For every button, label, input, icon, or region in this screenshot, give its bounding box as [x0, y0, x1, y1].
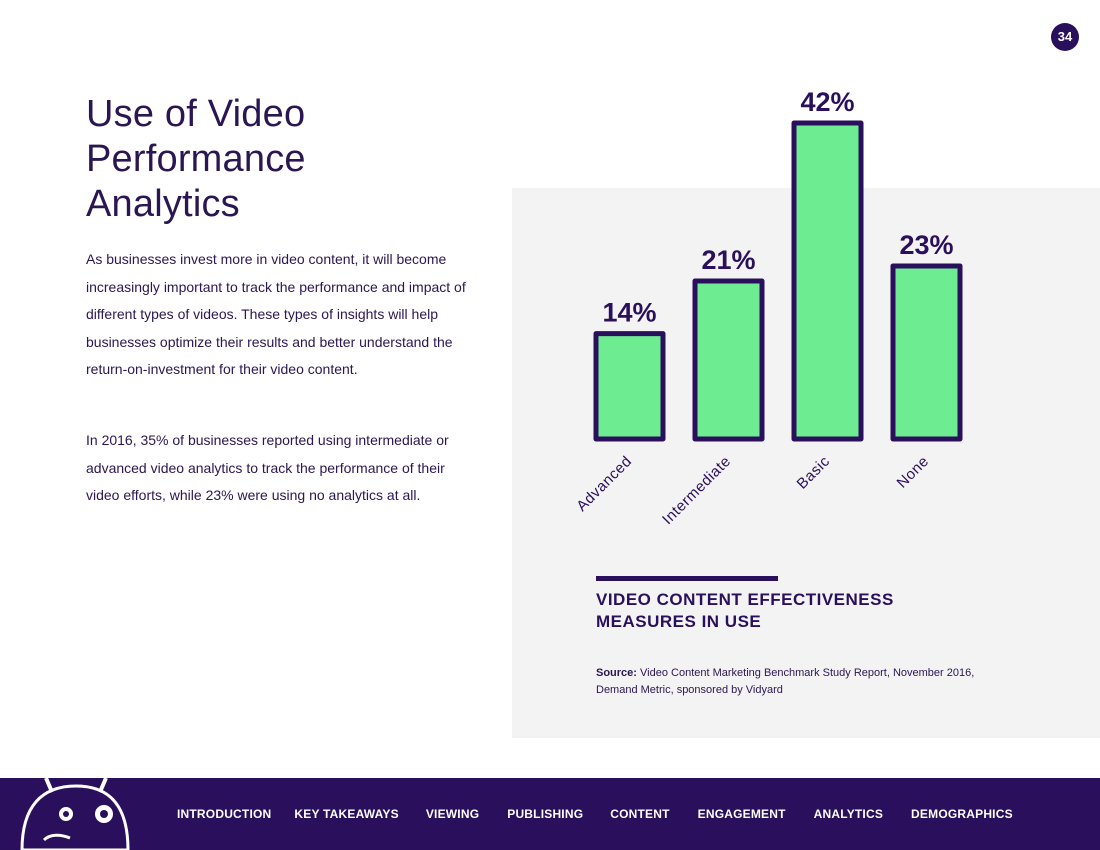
nav-analytics[interactable]: ANALYTICS — [813, 807, 884, 821]
category-label-advanced: Advanced — [573, 453, 635, 515]
bar-none — [890, 263, 963, 442]
nav-viewing[interactable]: VIEWING — [425, 807, 480, 821]
bar-basic — [791, 120, 864, 442]
intro-paragraph: As businesses invest more in video conte… — [86, 251, 466, 377]
nav-key-takeaways[interactable]: KEY TAKEAWAYS — [294, 807, 399, 821]
value-label-basic: 42% — [800, 87, 854, 117]
category-label-basic: Basic — [794, 453, 834, 493]
bar-intermediate — [692, 278, 765, 442]
bar-chart: 14% Advanced 21% Intermediate 42% Basic 23% Non… — [573, 87, 963, 528]
category-label-none: None — [894, 453, 933, 492]
bar-advanced — [593, 331, 666, 442]
nav-content[interactable]: CONTENT — [610, 807, 670, 821]
source-label: Source: — [596, 667, 637, 679]
page-title: Use of Video Performance Analytics — [86, 93, 306, 225]
nav-introduction[interactable]: INTRODUCTION — [177, 807, 272, 821]
category-label-intermediate: Intermediate — [659, 453, 734, 528]
page-number: 34 — [1051, 23, 1079, 51]
chart-title-rule — [596, 576, 778, 581]
value-label-advanced: 14% — [602, 298, 656, 328]
nav-demographics[interactable]: DEMOGRAPHICS — [911, 807, 1013, 821]
chart-title: VIDEO CONTENT EFFECTIVENESS MEASURES IN … — [596, 590, 894, 631]
nav-publishing[interactable]: PUBLISHING — [507, 807, 584, 821]
footer-bar: INTRODUCTION KEY TAKEAWAYS VIEWING PUBLISHI… — [0, 778, 1100, 850]
robot-mascot-icon — [20, 778, 130, 850]
footer-nav: INTRODUCTION KEY TAKEAWAYS VIEWING PUBLISHI… — [177, 778, 1013, 850]
chart-source: Source: Video Content Marketing Benchmar… — [596, 665, 976, 699]
stats-paragraph: In 2016, 35% of businesses reported usin… — [86, 432, 449, 503]
nav-engagement[interactable]: ENGAGEMENT — [697, 807, 786, 821]
source-text: Video Content Marketing Benchmark Study … — [596, 667, 975, 696]
value-label-none: 23% — [899, 230, 953, 260]
value-label-intermediate: 21% — [701, 245, 755, 275]
